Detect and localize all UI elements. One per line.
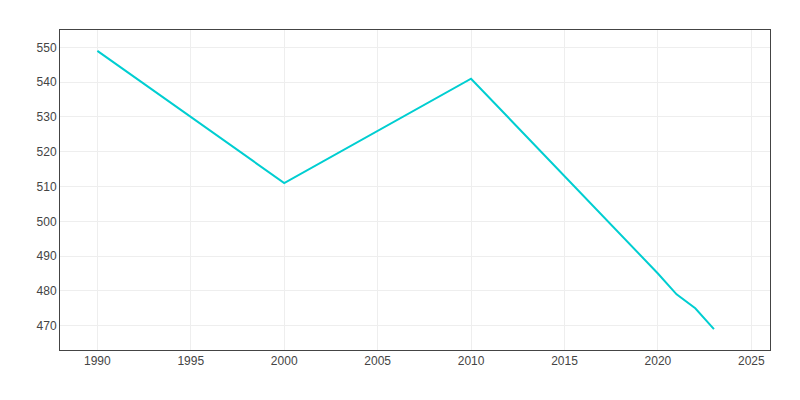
svg-text:2025: 2025 bbox=[738, 354, 765, 368]
svg-text:480: 480 bbox=[37, 284, 57, 298]
svg-text:2015: 2015 bbox=[551, 354, 578, 368]
svg-text:510: 510 bbox=[37, 180, 57, 194]
svg-text:2000: 2000 bbox=[271, 354, 298, 368]
svg-text:2010: 2010 bbox=[458, 354, 485, 368]
svg-text:470: 470 bbox=[37, 319, 57, 333]
svg-text:550: 550 bbox=[37, 41, 57, 55]
svg-text:530: 530 bbox=[37, 110, 57, 124]
svg-text:520: 520 bbox=[37, 145, 57, 159]
svg-text:540: 540 bbox=[37, 75, 57, 89]
svg-text:2005: 2005 bbox=[364, 354, 391, 368]
svg-text:490: 490 bbox=[37, 249, 57, 263]
svg-text:2020: 2020 bbox=[645, 354, 672, 368]
svg-text:1995: 1995 bbox=[177, 354, 204, 368]
svg-text:1990: 1990 bbox=[84, 354, 111, 368]
svg-text:500: 500 bbox=[37, 215, 57, 229]
